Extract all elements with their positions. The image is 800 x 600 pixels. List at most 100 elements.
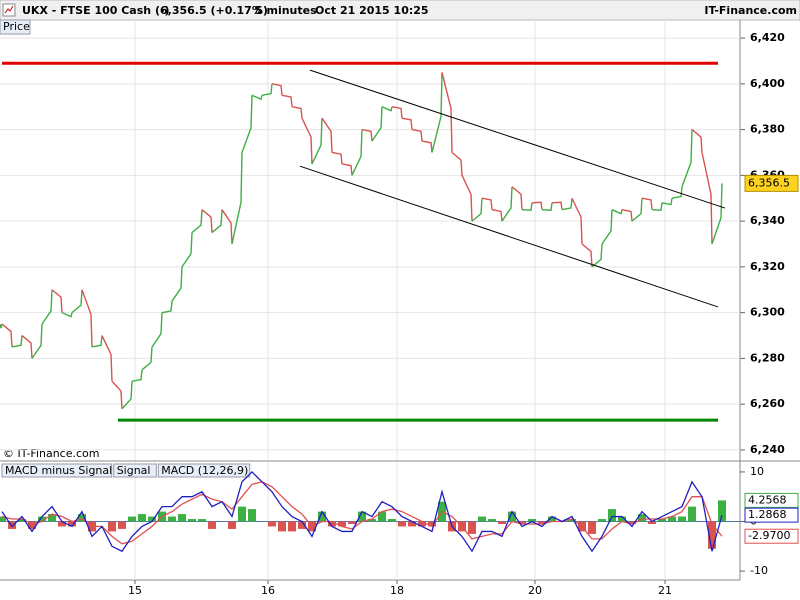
price-bar [421, 140, 433, 153]
price-bar [261, 83, 273, 96]
histogram-bar [508, 511, 516, 522]
site: IT-Finance.com [704, 4, 797, 17]
price-bar [131, 369, 143, 382]
price-bar [231, 152, 243, 245]
histogram-bar [348, 521, 356, 524]
histogram-bar [8, 521, 16, 529]
histogram-bar [718, 500, 726, 522]
histogram-bar [128, 516, 136, 522]
panel-label: Price [3, 20, 30, 33]
price-bar [351, 129, 363, 176]
price-bar [401, 117, 413, 130]
price-bar [491, 208, 503, 222]
price-bar [281, 94, 293, 107]
histogram-bar [148, 516, 156, 522]
price-bar [51, 289, 63, 313]
price-bar [711, 183, 723, 245]
price-bar [321, 117, 333, 153]
last-value-label: 1.2868 [748, 508, 787, 521]
histogram-bar [18, 519, 26, 522]
price-bar [91, 335, 103, 348]
instrument: UKX - FTSE 100 Cash (-) [22, 4, 170, 17]
histogram-bar [168, 516, 176, 522]
price-bar [361, 128, 373, 142]
histogram-bar [0, 516, 6, 522]
histogram-bar [318, 511, 326, 522]
histogram-bar [478, 516, 486, 522]
histogram-bar [498, 521, 506, 524]
price-bar [531, 201, 543, 210]
legend-box [157, 463, 251, 478]
price-bar [0, 323, 3, 329]
legend-box [113, 463, 157, 478]
price-bar [181, 232, 193, 268]
price-bar [631, 198, 643, 222]
histogram-bar [108, 521, 116, 532]
histogram-bar [78, 514, 86, 522]
histogram-bar [468, 521, 476, 534]
histogram-bar [598, 519, 606, 522]
last-price-box [744, 174, 799, 192]
histogram-bar [668, 516, 676, 522]
price-bar [511, 186, 523, 210]
x-tick-label: 18 [390, 584, 404, 597]
price-bar [251, 94, 263, 101]
histogram-bar [118, 521, 126, 529]
last-value-box [744, 528, 799, 544]
price-bar [31, 324, 43, 359]
histogram-bar [288, 521, 296, 532]
last-value-box [744, 492, 799, 508]
header-icon-glyph [4, 5, 14, 14]
price-bar [271, 83, 283, 96]
annotation-line [309, 69, 726, 209]
histogram-bar [518, 521, 526, 524]
indicator-line [1, 471, 723, 553]
price-bar [471, 198, 483, 222]
price-bar [451, 151, 463, 176]
price-bar [371, 106, 383, 142]
price-bar [121, 381, 133, 410]
price-bar [311, 118, 323, 165]
y-tick-label: 6,340 [750, 214, 785, 227]
price-bar [21, 334, 33, 359]
histogram-bar [378, 511, 386, 522]
price-bar [101, 335, 113, 382]
legend-label: Signal [117, 464, 151, 477]
histogram-bar [268, 521, 276, 527]
price-bar [141, 346, 153, 371]
histogram-bar [338, 521, 346, 527]
y-tick-label: -10 [750, 564, 768, 577]
price-bar [701, 152, 713, 245]
last-value-label: -2.9700 [748, 529, 790, 542]
price-bar [521, 202, 533, 211]
histogram-bar [58, 521, 66, 527]
price-bar [481, 197, 493, 210]
histogram-bar [588, 521, 596, 534]
histogram-bar [328, 521, 336, 527]
price-bar [211, 209, 223, 234]
last-price-label: 6,356.5 [748, 176, 790, 189]
histogram-bar [28, 521, 36, 529]
legend-label: MACD (12,26,9) [161, 464, 248, 477]
price-bar [291, 106, 303, 119]
histogram-bar [418, 521, 426, 527]
histogram-bar [358, 511, 366, 522]
price-bar [221, 209, 233, 245]
price-bar [561, 198, 573, 211]
price-bar [161, 301, 173, 314]
annotation-line [299, 165, 719, 308]
last-value-label: 4.2568 [748, 493, 787, 506]
histogram-bar [298, 521, 306, 529]
price-bar [241, 95, 253, 153]
header-bar [0, 0, 800, 21]
y-tick-label: 6,380 [750, 123, 785, 136]
histogram-bar [608, 509, 616, 522]
price-bar [391, 106, 403, 119]
price-bar [591, 243, 603, 268]
price-bar [441, 72, 453, 153]
price-bar [551, 201, 563, 210]
price-bar [301, 117, 313, 164]
histogram-bar [538, 521, 546, 524]
histogram-bar [188, 519, 196, 522]
price-bar [1, 323, 13, 348]
